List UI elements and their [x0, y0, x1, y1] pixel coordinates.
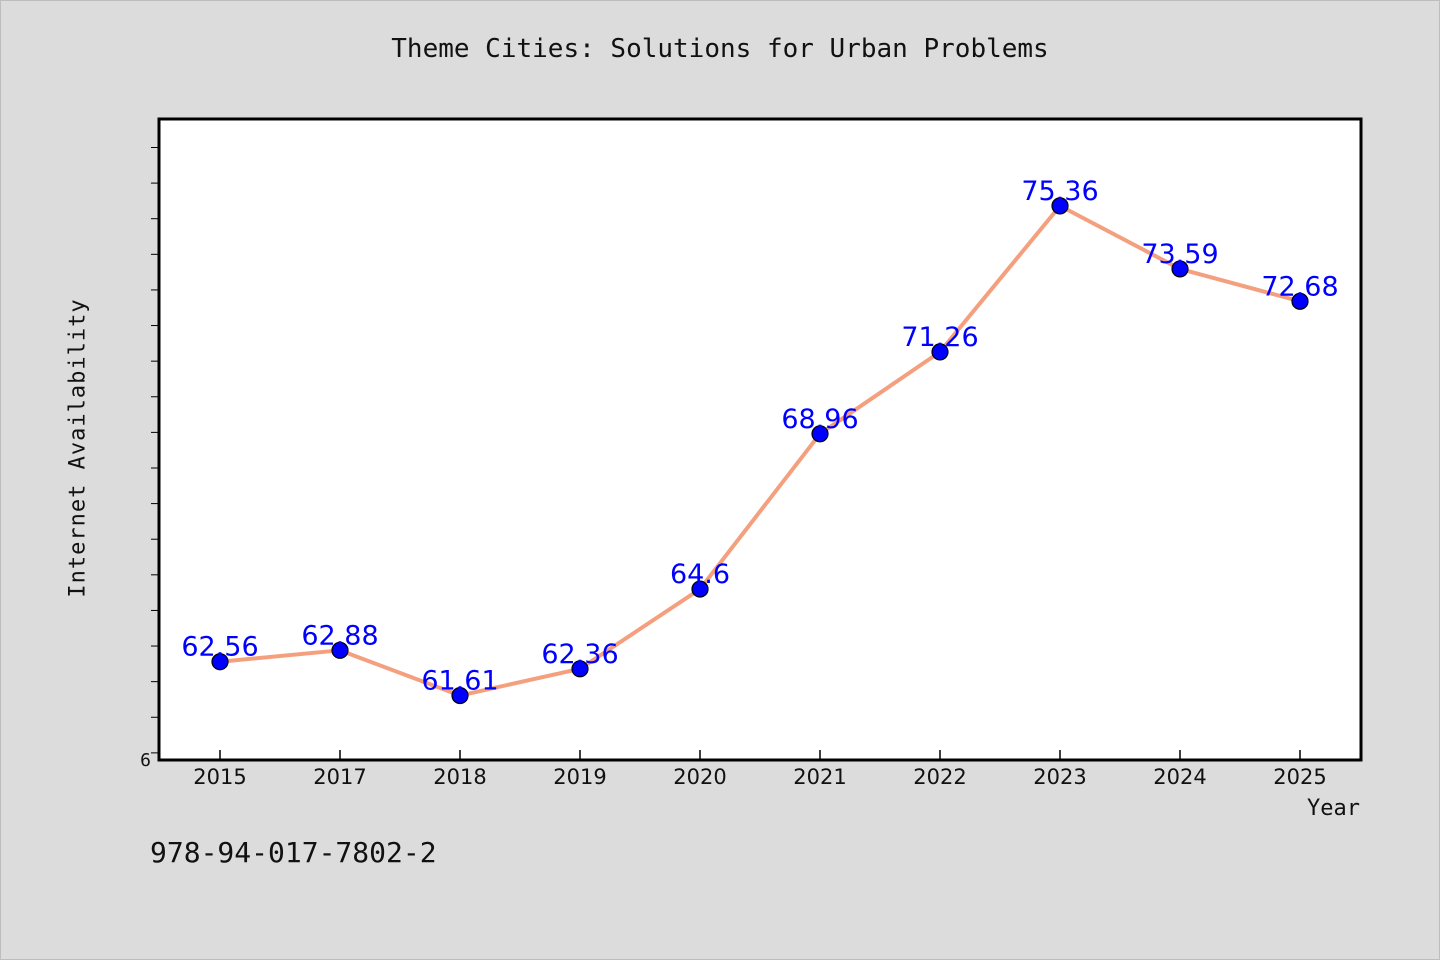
x-tick-label: 2022	[913, 765, 966, 789]
x-tick-label: 2024	[1153, 765, 1206, 789]
x-tick-label: 2017	[313, 765, 366, 789]
data-label: 62.88	[301, 620, 378, 651]
data-point	[1171, 260, 1189, 278]
data-label: 73.59	[1141, 239, 1218, 270]
data-point	[331, 641, 349, 659]
data-label: 72.68	[1261, 271, 1338, 302]
data-point	[931, 343, 949, 361]
y-axis-ticks: 6	[140, 146, 159, 771]
series-line	[218, 203, 1302, 698]
data-point	[1051, 197, 1069, 215]
data-point	[211, 653, 229, 671]
x-tick-label: 2020	[673, 765, 726, 789]
data-label: 62.56	[181, 632, 258, 663]
data-label: 62.36	[541, 639, 618, 670]
data-point	[451, 686, 469, 705]
data-label: 61.61	[421, 666, 498, 697]
x-tick-label: 2023	[1033, 765, 1086, 789]
data-point	[811, 425, 829, 443]
data-point	[1291, 292, 1309, 310]
chart-title: Theme Cities: Solutions for Urban Proble…	[391, 34, 1049, 64]
data-label: 71.26	[901, 322, 978, 353]
x-axis-label: Year	[1307, 796, 1360, 821]
y-tick-label: 6	[140, 750, 151, 771]
data-point	[691, 580, 709, 598]
data-label: 64.6	[670, 559, 730, 590]
x-tick-label: 2018	[433, 765, 486, 789]
data-label: 68.96	[781, 404, 858, 435]
plot-area	[157, 117, 1363, 762]
x-tick-label: 2019	[553, 765, 606, 789]
series-group: 62.56 62.88 61.61 62.36 64.6 68.96 71.26 75.36 7…	[181, 176, 1339, 705]
x-axis-ticks: 2015 2017 2018 2019 2020 2021 2022 2023 2024 2025	[193, 750, 1327, 789]
x-tick-label: 2021	[793, 765, 846, 789]
data-label: 75.36	[1021, 176, 1098, 207]
x-tick-label: 2015	[193, 765, 246, 789]
data-point	[571, 660, 589, 678]
isbn-code: 978-94-017-7802-2	[150, 836, 437, 869]
x-tick-label: 2025	[1273, 765, 1326, 789]
